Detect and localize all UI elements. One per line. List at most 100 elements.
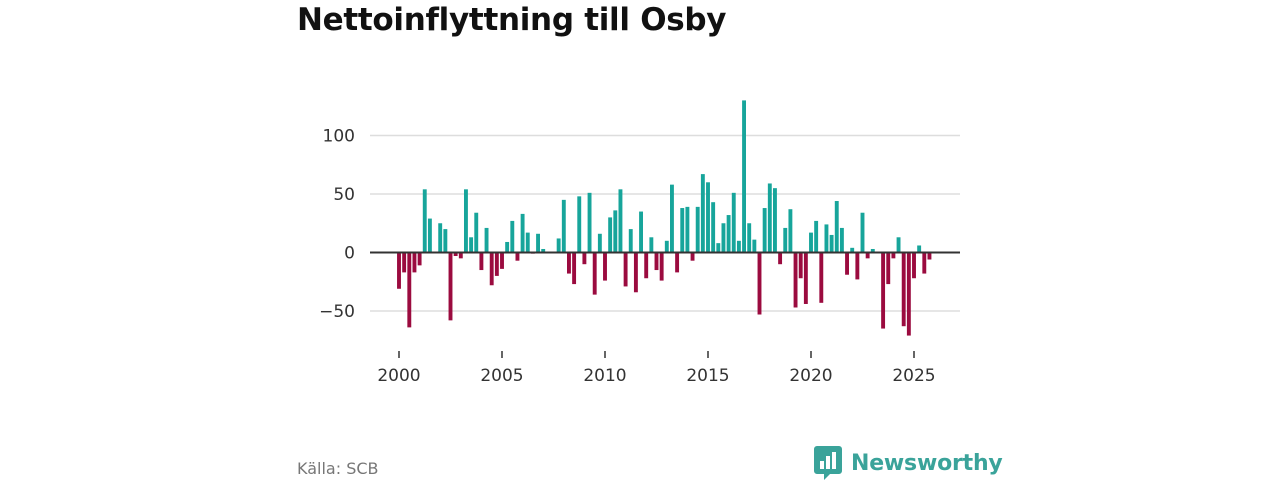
x-tick-label: 2025 (892, 366, 935, 386)
bar (912, 252, 916, 279)
bar (453, 252, 458, 257)
brand-name: Newsworthy (851, 450, 1003, 476)
bar (814, 220, 819, 253)
bar (922, 252, 927, 274)
bar (567, 252, 571, 274)
y-tick-label: −50 (319, 302, 355, 322)
newsworthy-logo-icon (814, 446, 842, 480)
bar (803, 252, 808, 304)
bar (422, 189, 427, 253)
bar (633, 252, 638, 293)
grid-lines (370, 134, 960, 312)
bar (773, 188, 777, 253)
bar (783, 227, 788, 253)
bar (556, 238, 561, 253)
bar (484, 227, 489, 253)
bar (654, 252, 659, 271)
bar (623, 252, 628, 287)
bar (685, 206, 690, 253)
bar (845, 252, 849, 275)
bar (742, 100, 746, 253)
bar (644, 252, 649, 279)
bar (489, 252, 494, 286)
bar (757, 252, 762, 315)
bar (412, 252, 417, 273)
bar (500, 252, 504, 269)
bar (850, 247, 855, 253)
bar (901, 252, 906, 327)
bar (525, 232, 530, 253)
bar (839, 227, 844, 253)
x-tick-label: 2015 (686, 366, 729, 386)
bar (700, 174, 705, 253)
bar (536, 233, 540, 253)
bar (577, 196, 582, 253)
bar (834, 201, 839, 253)
bar (747, 223, 752, 253)
bar (664, 240, 669, 253)
bar (628, 229, 633, 253)
bar (809, 232, 813, 253)
bar (608, 217, 613, 253)
bar (891, 252, 896, 259)
bar (793, 252, 798, 308)
bar (494, 252, 499, 276)
bar (896, 237, 901, 253)
bar (618, 189, 623, 253)
source-note: Källa: SCB (297, 459, 379, 478)
bar (865, 252, 870, 259)
bar (675, 252, 680, 273)
bar (443, 229, 448, 253)
bar (767, 183, 772, 253)
bar (819, 252, 824, 303)
bar (438, 223, 443, 253)
bar (706, 182, 710, 253)
bar (639, 211, 643, 253)
bar (402, 252, 407, 273)
bar (927, 252, 932, 260)
bar (458, 252, 463, 259)
bar (397, 252, 401, 289)
bar (541, 248, 546, 253)
bar (510, 220, 515, 253)
bar (670, 184, 674, 253)
bar (407, 252, 412, 328)
bar (860, 212, 865, 253)
bar (603, 252, 607, 281)
x-tick-label: 2020 (789, 366, 832, 386)
bar (711, 202, 716, 253)
bar (520, 213, 525, 253)
bar (427, 218, 432, 253)
bar (515, 252, 520, 261)
x-tick-label: 2000 (377, 366, 420, 386)
bar (752, 239, 757, 253)
bar (824, 224, 829, 253)
bar (886, 252, 891, 285)
chart-title: Nettoinflyttning till Osby (297, 2, 727, 38)
bar (649, 237, 654, 253)
y-tick-label: 0 (344, 244, 355, 264)
bar (572, 252, 577, 285)
axes: 100 50 0 −50 2000 2005 2010 2015 2020 2025 (319, 127, 960, 386)
bar (561, 199, 566, 253)
bar (855, 252, 860, 280)
bar (613, 210, 618, 253)
bar (479, 252, 484, 271)
bar (762, 208, 767, 253)
brand-logo[interactable]: Newsworthy (814, 446, 1003, 480)
bar (695, 206, 700, 253)
bar (680, 208, 685, 253)
bar (798, 252, 803, 279)
y-tick-label: 100 (323, 127, 355, 147)
bar (726, 215, 731, 253)
bar (469, 237, 474, 253)
bar (464, 189, 468, 253)
bar (587, 192, 592, 253)
y-tick-label: 50 (333, 185, 355, 205)
bar (505, 241, 510, 253)
x-tick-label: 2005 (480, 366, 523, 386)
x-tick-label: 2010 (583, 366, 626, 386)
bar (788, 209, 793, 253)
bar (659, 252, 664, 281)
